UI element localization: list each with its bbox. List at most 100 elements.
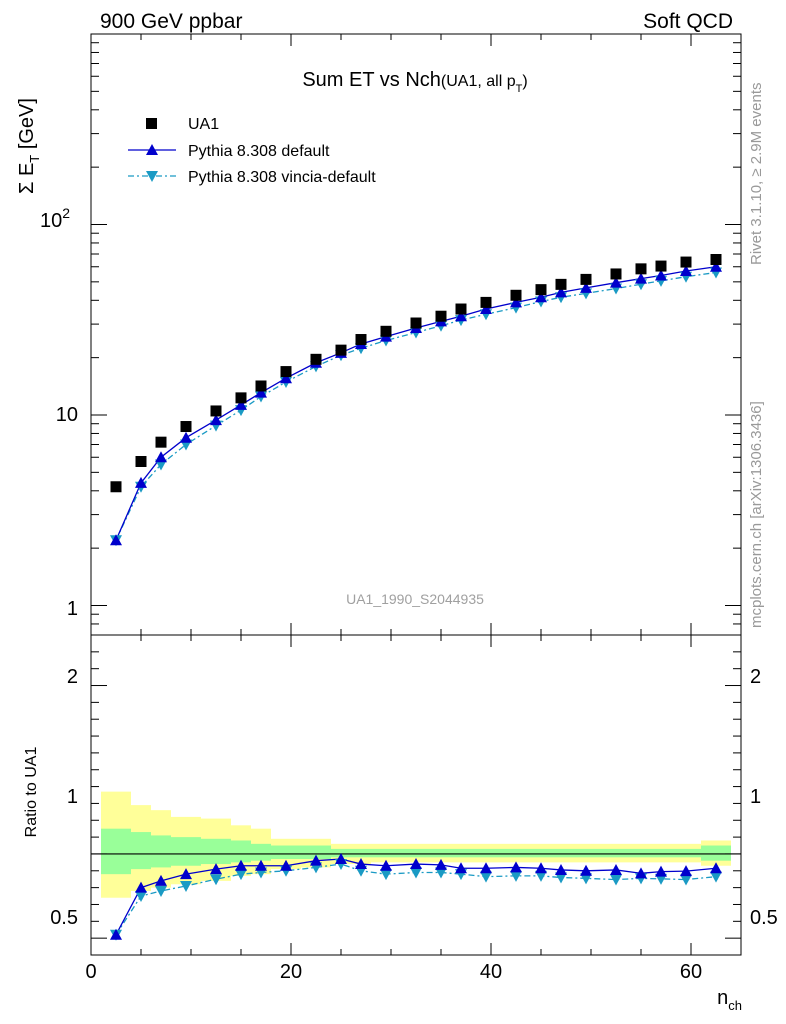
legend-label-ua1: UA1 xyxy=(188,116,219,133)
ua1-data-point xyxy=(355,334,367,346)
chart-title-close: ) xyxy=(522,73,527,90)
ratio-vincia-point xyxy=(435,867,447,879)
legend-label-vincia: Pythia 8.308 vincia-default xyxy=(188,169,376,186)
y-axis-title: Σ ET [GeV] xyxy=(16,98,42,194)
ua1-data-point xyxy=(255,380,267,392)
chart-title-main: Sum ET vs Nch xyxy=(302,69,441,91)
pythia-default-point xyxy=(710,260,722,272)
pythia-default-point xyxy=(210,414,222,426)
x-tick-label-60: 60 xyxy=(680,961,702,983)
ratio-vincia-point xyxy=(210,874,222,886)
ua1-data-point xyxy=(435,310,447,322)
ratio-plot-frame xyxy=(90,634,742,956)
ua1-data-point xyxy=(310,353,322,365)
ratio-vincia-point xyxy=(610,874,622,886)
band-inner-bin xyxy=(371,848,401,858)
ratio-pythia-default-point xyxy=(155,874,167,886)
pythia-default-point xyxy=(480,303,492,315)
pythia-default-line xyxy=(115,266,717,541)
header-left-label: 900 GeV ppbar xyxy=(100,10,242,33)
ua1-data-point xyxy=(510,289,522,301)
ratio-vincia-point xyxy=(480,871,492,883)
ratio-pythia-default-point xyxy=(710,862,722,874)
ratio-vincia-point xyxy=(155,886,167,897)
band-inner-bin xyxy=(171,837,201,866)
ua1-data-point xyxy=(335,344,347,356)
ratio-pythia-default-point xyxy=(410,858,422,870)
ua1-data-point xyxy=(635,263,647,275)
y-axis-title-unit: [GeV] xyxy=(16,98,38,155)
ratio-pythia-default-point xyxy=(680,865,692,877)
band-inner-bin xyxy=(131,832,151,870)
legend-marker-vincia xyxy=(146,171,158,182)
ratio-pythia-default-point xyxy=(455,862,467,874)
band-inner-bin xyxy=(301,845,331,859)
mcplots-label: mcplots.cern.ch [arXiv:1306.3436] xyxy=(748,401,765,628)
band-inner-bin xyxy=(271,845,301,859)
ratio-vincia-point xyxy=(235,869,247,881)
band-inner-bin xyxy=(101,828,131,875)
band-inner-bin xyxy=(431,848,451,858)
ua1-data-point xyxy=(280,366,292,378)
pythia-default-point xyxy=(255,386,267,398)
ratio-tick-right-2: 2 xyxy=(750,666,761,688)
plot-frames xyxy=(90,33,742,956)
ratio-vincia-point xyxy=(135,891,147,903)
ua1-data-point xyxy=(480,296,492,308)
x-axis-title: nch xyxy=(717,987,742,1013)
ua1-data-point xyxy=(655,260,667,272)
band-inner-bin xyxy=(531,848,551,858)
data-series xyxy=(110,254,722,941)
ratio-pythia-default-point xyxy=(110,928,122,940)
band-inner-bin xyxy=(401,848,431,858)
ratio-pythia-default-point xyxy=(480,862,492,874)
ua1-data-point xyxy=(155,436,167,448)
pythia-default-point xyxy=(180,431,192,443)
band-inner-bin xyxy=(671,848,701,858)
ratio-vincia-point xyxy=(380,869,392,881)
ua1-data-point xyxy=(535,284,547,296)
ratio-tick-left-05: 0.5 xyxy=(50,907,78,929)
legend-marker-ua1 xyxy=(146,118,157,129)
x-tick-label-0: 0 xyxy=(85,961,96,983)
ratio-pythia-default-point xyxy=(435,858,447,870)
ratio-pythia-default-point xyxy=(535,862,547,874)
pythia-default-point xyxy=(655,269,667,281)
band-inner-bin xyxy=(701,845,731,861)
ratio-tick-left-1: 1 xyxy=(67,786,78,808)
ua1-data-point xyxy=(180,421,192,433)
vincia-line xyxy=(115,271,717,541)
ua1-data-point xyxy=(110,481,122,493)
x-axis-title-sub: ch xyxy=(728,998,742,1013)
pythia-default-point xyxy=(580,281,592,293)
ratio-pythia-default-point xyxy=(580,864,592,876)
ua1-data-point xyxy=(455,303,467,315)
ua1-data-point xyxy=(410,317,422,329)
ua1-data-point xyxy=(680,256,692,268)
pythia-default-point xyxy=(535,291,547,303)
ua1-data-point xyxy=(235,392,247,404)
band-inner-bin xyxy=(571,848,601,858)
ratio-pythia-default-point xyxy=(655,865,667,877)
ratio-tick-right-05: 0.5 xyxy=(750,907,778,929)
pythia-default-point xyxy=(235,398,247,410)
band-inner-bin xyxy=(471,848,501,858)
ratio-axis-title: Ratio to UA1 xyxy=(23,747,40,838)
ratio-tick-left-2: 2 xyxy=(67,666,78,688)
pythia-default-point xyxy=(510,296,522,308)
y-tick-label-10: 10 xyxy=(56,404,78,426)
legend-label-pythia-default: Pythia 8.308 default xyxy=(188,143,330,160)
pythia-default-point xyxy=(610,276,622,288)
ratio-vincia-point xyxy=(580,873,592,885)
ratio-pythia-default-point xyxy=(310,854,322,866)
ratio-pythia-default-point xyxy=(255,859,267,871)
y-axis-title-sub: T xyxy=(27,155,42,163)
band-inner-bin xyxy=(651,848,671,858)
header-right-label: Soft QCD xyxy=(643,10,733,33)
pythia-default-point xyxy=(635,272,647,284)
ratio-pythia-default-point xyxy=(280,859,292,871)
pythia-default-point xyxy=(555,286,567,298)
rivet-version-label: Rivet 3.1.10, ≥ 2.9M events xyxy=(748,83,765,266)
pythia-default-point xyxy=(155,451,167,463)
